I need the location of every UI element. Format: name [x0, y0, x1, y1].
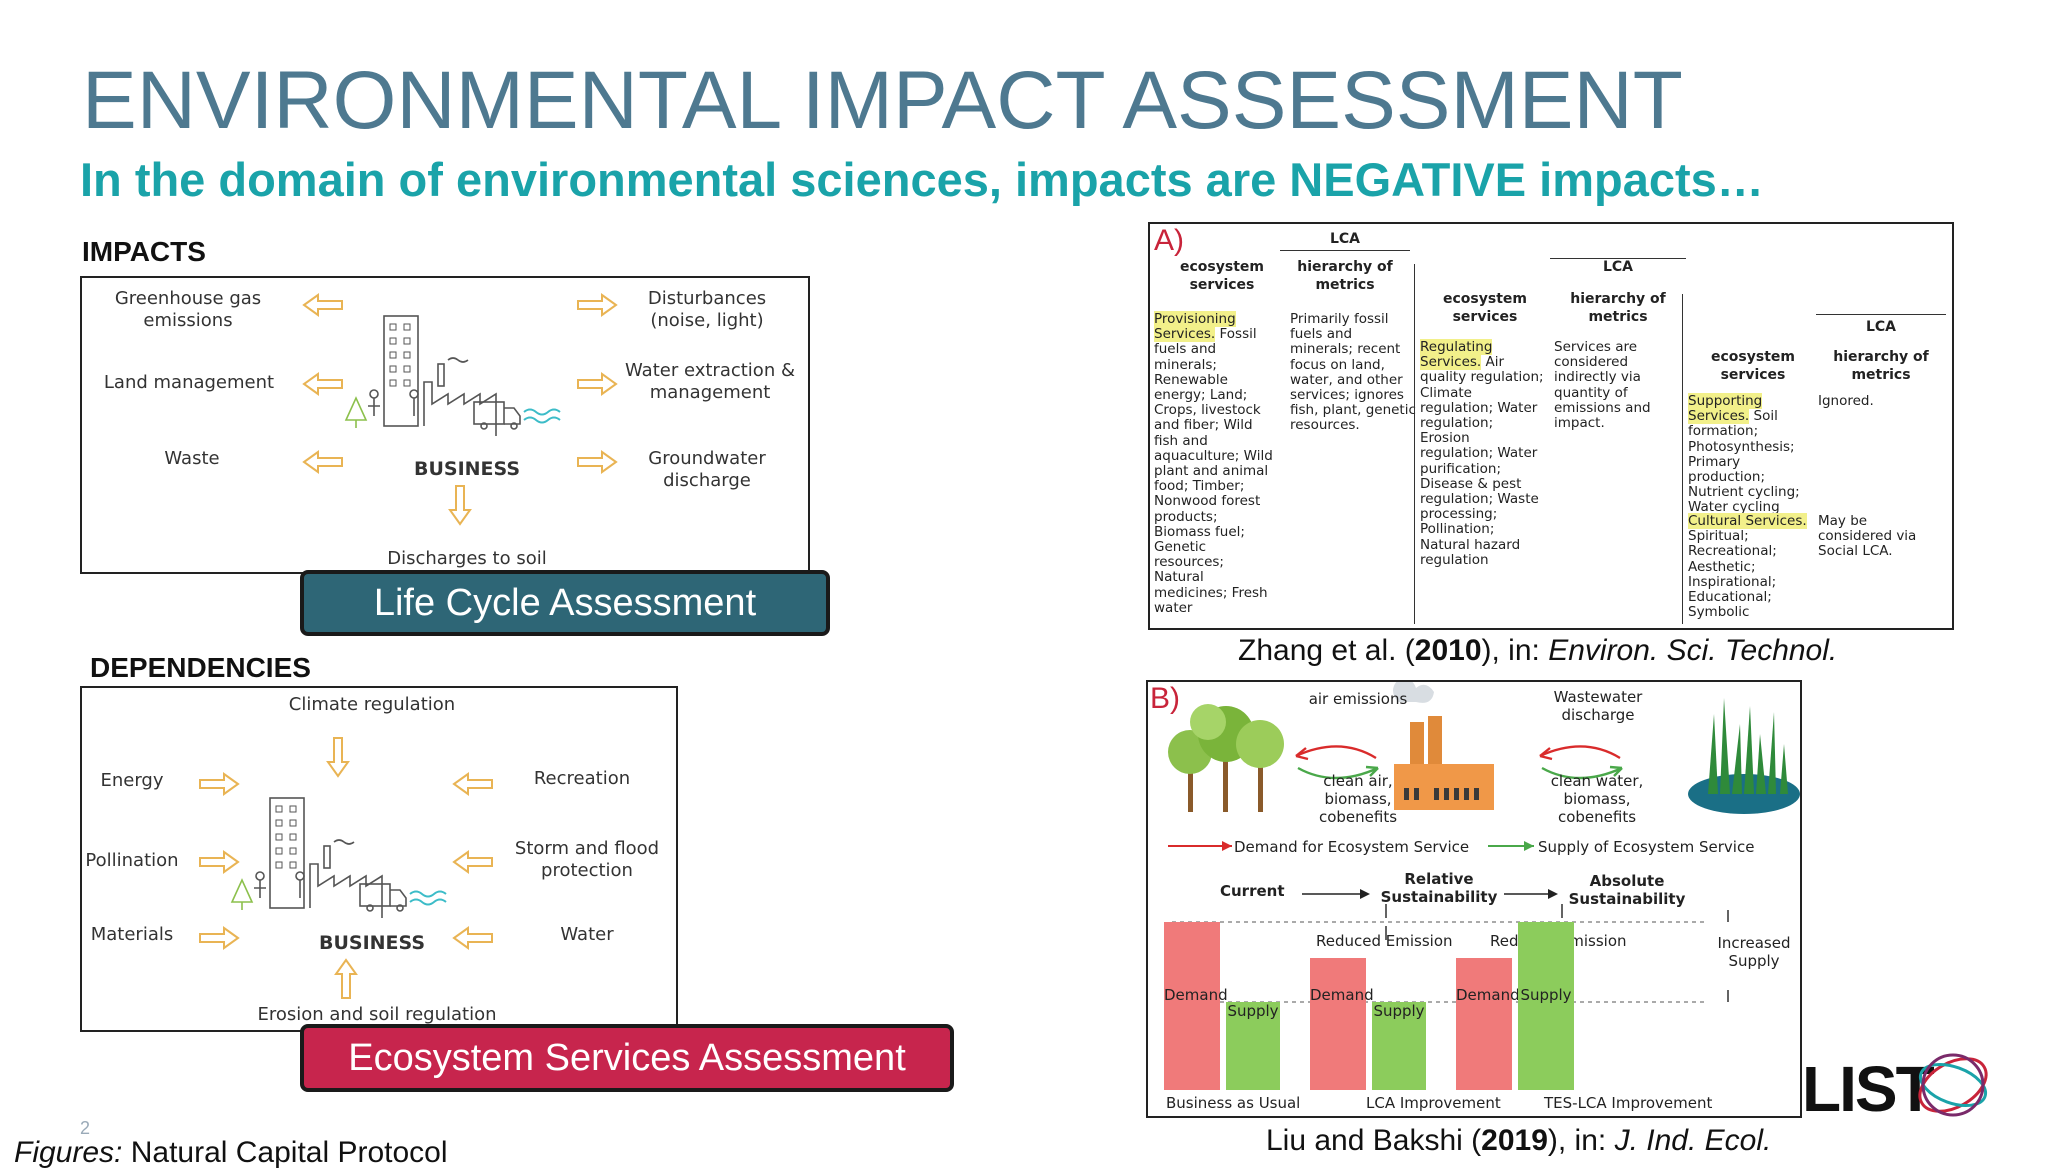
demand-bar: Demand — [1456, 958, 1520, 1090]
slide-subtitle: In the domain of environmental sciences,… — [80, 153, 1764, 206]
impact-greenhouse: Greenhouse gas emissions — [114, 288, 262, 331]
dep-recreation: Recreation — [533, 768, 631, 789]
dependencies-heading: DEPENDENCIES — [90, 652, 311, 683]
impact-soil: Discharges to soil — [387, 548, 547, 569]
b-reduced-1: Reduced Emission — [1316, 932, 1453, 950]
impact-land: Land management — [103, 372, 275, 393]
a2-hier-head: hierarchy of metrics — [1570, 291, 1666, 325]
impact-arrows-icon — [302, 293, 618, 526]
b-supply-legend: Supply of Ecosystem Service — [1538, 838, 1755, 856]
a3-hier-head: hierarchy of metrics — [1833, 349, 1929, 383]
dep-water: Water — [560, 924, 614, 945]
b-lca-imp: LCA Improvement — [1366, 1094, 1501, 1112]
b-bau: Business as Usual — [1166, 1094, 1301, 1112]
dep-erosion: Erosion and soil regulation — [257, 1004, 497, 1025]
dependency-business-icon — [230, 797, 447, 918]
figure-b-caption: Liu and Bakshi (2019), in: J. Ind. Ecol. — [1266, 1124, 1772, 1157]
impact-waste: Waste — [164, 448, 220, 469]
a3-supporting-text: Supporting Services. Soil formation; Pho… — [1688, 393, 1800, 516]
supply-bar: Supply — [1372, 1002, 1426, 1090]
b-air-emissions: air emissions — [1308, 690, 1408, 708]
a1-hier-head: hierarchy of metrics — [1297, 259, 1393, 293]
a3-lca-head: LCA — [1865, 319, 1897, 335]
a3-supporting-metric: Ignored. — [1818, 393, 1874, 409]
impact-groundwater: Groundwater discharge — [648, 448, 766, 491]
a1-provisioning-text: Provisioning Services. Fossil fuels and … — [1154, 311, 1273, 616]
list-logo: LIST — [1802, 1053, 1935, 1125]
dep-energy: Energy — [100, 770, 164, 791]
figure-b-label: B) — [1150, 682, 1180, 715]
a3-es-head: ecosystem services — [1711, 349, 1795, 383]
page-number: 2 — [80, 1118, 91, 1138]
life-cycle-assessment-button[interactable]: Life Cycle Assessment — [300, 570, 830, 636]
b-relative: Relative Sustainability — [1380, 870, 1498, 906]
figures-footer: Figures: Natural Capital Protocol — [14, 1136, 448, 1169]
demand-bar: Demand — [1164, 922, 1228, 1090]
a3-cultural-text: Cultural Services. Spiritual; Recreation… — [1688, 513, 1807, 621]
dep-business-label: BUSINESS — [318, 932, 426, 954]
figure-b-illustration-icon — [1168, 682, 1800, 1003]
a2-es-head: ecosystem services — [1443, 291, 1527, 325]
impact-business-icon — [344, 315, 561, 436]
dep-storm: Storm and flood protection — [514, 838, 660, 881]
a1-es-head: ecosystem services — [1180, 259, 1264, 293]
impacts-heading: IMPACTS — [82, 236, 206, 267]
dep-pollination: Pollination — [85, 850, 179, 871]
a2-lca-head: LCA — [1602, 259, 1634, 275]
slide-title: ENVIRONMENTAL IMPACT ASSESSMENT — [82, 55, 1683, 146]
a2-regulating-metric: Services are considered indirectly via q… — [1554, 339, 1651, 432]
figure-a-label: A) — [1154, 224, 1184, 257]
dep-climate: Climate regulation — [288, 694, 456, 715]
a1-provisioning-metric: Primarily fossil fuels and minerals; rec… — [1290, 311, 1416, 434]
b-demand-legend: Demand for Ecosystem Service — [1234, 838, 1470, 856]
dependency-arrows-icon — [199, 737, 493, 999]
b-increased: Increased Supply — [1717, 934, 1791, 970]
b-clean-water: clean water, biomass, cobenefits — [1550, 772, 1644, 826]
supply-bar: Supply — [1226, 1002, 1280, 1090]
impact-business-label: BUSINESS — [413, 458, 521, 480]
dep-materials: Materials — [90, 924, 174, 945]
supply-bar: Supply — [1518, 922, 1574, 1090]
a2-regulating-text: Regulating Services. Air quality regulat… — [1420, 339, 1544, 568]
b-tes-imp: TES-LCA Improvement — [1544, 1094, 1713, 1112]
impact-disturbances: Disturbances (noise, light) — [647, 288, 767, 331]
b-current: Current — [1220, 882, 1285, 900]
figure-a-caption: Zhang et al. (2010), in: Environ. Sci. T… — [1238, 634, 1838, 667]
ecosystem-services-assessment-button[interactable]: Ecosystem Services Assessment — [300, 1024, 954, 1092]
demand-bar: Demand — [1310, 958, 1374, 1090]
impacts-diagram: Greenhouse gas emissions Land management… — [80, 276, 810, 574]
a1-lca-head: LCA — [1329, 231, 1361, 247]
impact-water-extraction: Water extraction & management — [625, 360, 795, 403]
a3-cultural-metric: May be considered via Social LCA. — [1818, 513, 1917, 560]
figure-a-table: A) ecosystem services LCA hierarchy of m… — [1148, 222, 1954, 630]
dependencies-diagram: Climate regulation Energy Pollination Ma… — [80, 686, 678, 1032]
b-absolute: Absolute Sustainability — [1568, 872, 1686, 908]
list-logo-icon — [1918, 1053, 1988, 1117]
b-wastewater: Wastewater discharge — [1553, 688, 1643, 724]
b-clean-air: clean air, biomass, cobenefits — [1318, 772, 1398, 826]
figure-b-diagram: B) — [1146, 680, 1802, 1118]
